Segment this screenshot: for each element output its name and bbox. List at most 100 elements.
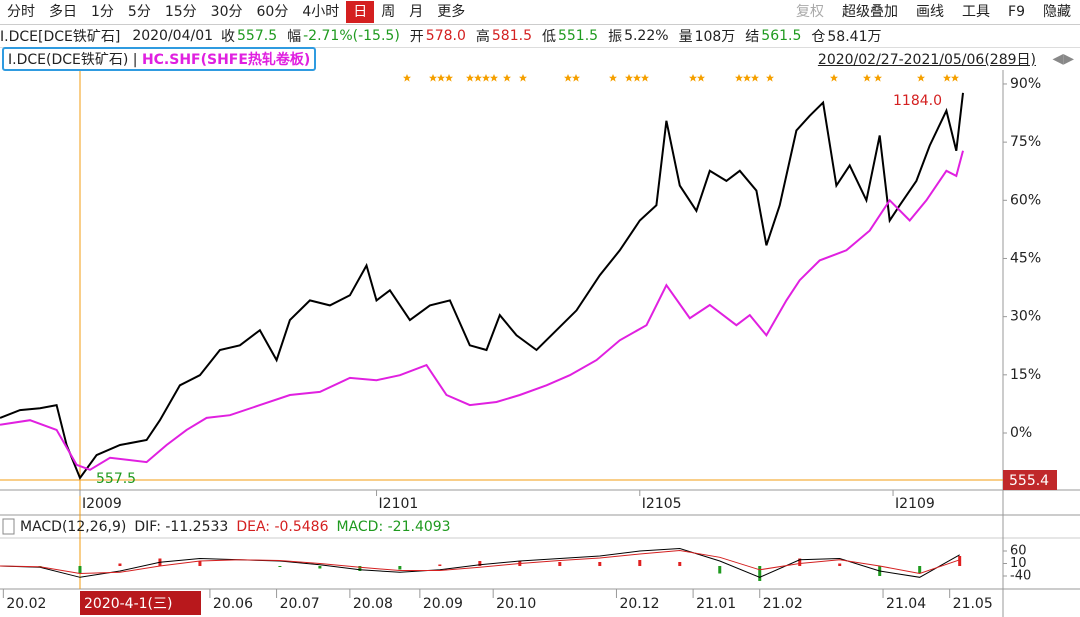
x-tick-label: I2105 <box>642 496 682 512</box>
toolbar-button[interactable]: 多日 <box>49 4 77 20</box>
macd-bar <box>318 566 322 569</box>
toolbar-button[interactable]: 1分 <box>91 4 114 20</box>
info-value: 557.5 <box>237 28 278 44</box>
info-value: 5.22% <box>624 28 669 44</box>
y-tick-label: 45% <box>1010 250 1041 266</box>
toolbar-button[interactable]: 30分 <box>210 4 243 20</box>
info-bar: I.DCE[DCE铁矿石] 2020/04/01 收 557.5 幅 -2.71%(-15… <box>0 25 1080 48</box>
x-tick-label: I2101 <box>379 496 419 512</box>
x-tick-label: 20.12 <box>619 596 659 612</box>
macd-bar <box>398 566 402 570</box>
info-date: 2020/04/01 <box>132 28 214 44</box>
info-value: 551.5 <box>557 28 599 44</box>
macd-bar <box>198 561 202 566</box>
macd-bar <box>918 566 922 574</box>
y-tick-label: -40 <box>1010 569 1031 584</box>
x-tick-label: 20.06 <box>213 596 253 612</box>
y-tick-label: 10 <box>1010 556 1027 571</box>
series-line <box>0 150 964 471</box>
macd-bar <box>838 563 842 566</box>
toolbar-button[interactable]: 隐藏 <box>1043 4 1071 20</box>
x-tick-label: 20.08 <box>353 596 393 612</box>
macd-label: MACD: -21.4093 <box>336 519 451 535</box>
toolbar-button[interactable]: 更多 <box>437 4 466 20</box>
x-tick-label: I2109 <box>895 496 935 512</box>
macd-bar <box>638 560 642 566</box>
macd-title: MACD(12,26,9) <box>20 519 127 535</box>
toolbar: 分时 多日 1分 5分 15分 30分 60分 4小时日周月更多 复权 超级叠加 画线 工具 F9 隐藏 <box>0 0 1080 25</box>
x-tick-label: 20.02 <box>6 596 46 612</box>
macd-bar <box>598 562 602 566</box>
macd-bar <box>478 561 482 566</box>
y-tick-label: 90% <box>1010 76 1041 92</box>
legend-entry: HC.SHF(SHFE热轧卷板) <box>141 52 311 68</box>
info-label: 高 <box>475 29 490 45</box>
toolbar-button[interactable]: 超级叠加 <box>842 4 899 20</box>
dif-label: DIF: -11.2533 <box>134 519 229 535</box>
macd-line <box>0 549 960 575</box>
info-label: 仓 <box>811 29 826 45</box>
info-label: 开 <box>409 29 424 45</box>
info-label: 振 <box>608 29 623 45</box>
y-tick-label: 60% <box>1010 192 1041 208</box>
cursor-date: 2020-4-1(三) <box>84 596 172 612</box>
y-tick-label: 75% <box>1010 134 1041 150</box>
info-value: -2.71%(-15.5) <box>303 28 400 44</box>
toolbar-button[interactable]: 60分 <box>256 4 289 20</box>
info-label: 幅 <box>287 29 302 45</box>
macd-bar <box>758 566 762 581</box>
macd-bar <box>678 562 682 566</box>
info-label: 低 <box>541 29 556 45</box>
toolbar-button[interactable]: 月 <box>409 4 424 20</box>
x-tick-label: 20.09 <box>423 596 463 612</box>
y-tick-label: 30% <box>1010 309 1041 325</box>
info-value: 561.5 <box>761 28 802 44</box>
toolbar-button[interactable]: 复权 <box>796 4 825 20</box>
high-label: 1184.0 <box>893 93 942 109</box>
x-tick-label: I2009 <box>82 496 122 512</box>
macd-bar <box>438 564 442 566</box>
toolbar-button[interactable]: 日 <box>346 1 375 23</box>
legend-box: I.DCE(DCE铁矿石) | HC.SHF(SHFE热轧卷板) <box>2 47 317 71</box>
macd-bar <box>78 566 82 574</box>
macd-bar <box>718 566 722 574</box>
toolbar-button[interactable]: 工具 <box>962 4 991 20</box>
info-value: 581.5 <box>491 28 532 44</box>
toolbar-button[interactable]: 4小时 <box>302 4 340 20</box>
x-tick-label: 20.10 <box>496 596 536 612</box>
macd-bar <box>558 562 562 566</box>
macd-bar <box>118 563 122 566</box>
toolbar-button[interactable]: 5分 <box>127 4 151 20</box>
info-label: 结 <box>745 29 760 45</box>
y-tick-label: 0% <box>1010 425 1032 441</box>
price-label: 555.4 <box>1009 473 1049 489</box>
dea-label: DEA: -0.5486 <box>236 519 329 535</box>
toolbar-button[interactable]: 画线 <box>916 4 945 20</box>
toolbar-button[interactable]: 分时 <box>7 4 35 20</box>
macd-header: MACD(12,26,9) DIF: -11.2533 DEA: -0.5486 MA… <box>0 516 1080 538</box>
help-box <box>2 518 15 535</box>
toolbar-button[interactable]: 周 <box>381 4 396 20</box>
info-value: 108万 <box>694 29 736 45</box>
legend: I.DCE(DCE铁矿石) | HC.SHF(SHFE热轧卷板) 2020/02/… <box>0 47 1080 71</box>
nav-arrows[interactable]: ◀▶ <box>1052 51 1074 67</box>
y-tick-label: 15% <box>1010 367 1041 383</box>
x-tick-label: 21.04 <box>886 596 926 612</box>
x-tick-label: 21.05 <box>953 596 993 612</box>
toolbar-button[interactable]: 15分 <box>164 4 197 20</box>
toolbar-button[interactable]: F9 <box>1008 4 1025 20</box>
macd-bar <box>798 558 802 566</box>
info-title: I.DCE[DCE铁矿石] <box>0 29 121 45</box>
macd-bar <box>358 566 362 571</box>
info-label: 收 <box>221 29 236 45</box>
low-label: 557.5 <box>96 471 136 487</box>
date-range[interactable]: 2020/02/27-2021/05/06(289日) <box>817 52 1036 68</box>
y-tick-label: 60 <box>1010 544 1027 559</box>
cursor-date-box <box>80 591 201 615</box>
macd-bar <box>958 556 962 566</box>
price-box <box>1003 470 1057 490</box>
info-value: 578.0 <box>425 28 466 44</box>
x-tick-label: 21.01 <box>696 596 736 612</box>
